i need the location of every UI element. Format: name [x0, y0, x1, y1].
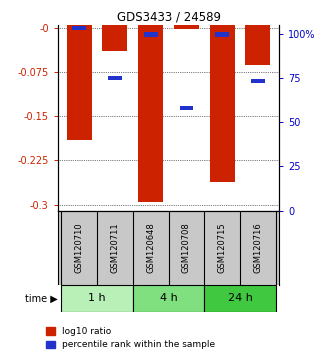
Text: GSM120708: GSM120708 — [182, 222, 191, 273]
Bar — [215, 33, 229, 36]
Text: 1 h: 1 h — [88, 293, 106, 303]
Title: GDS3433 / 24589: GDS3433 / 24589 — [117, 11, 221, 24]
Text: 4 h: 4 h — [160, 293, 178, 303]
Text: GSM120716: GSM120716 — [253, 222, 262, 273]
Bar — [61, 285, 133, 312]
Bar — [108, 76, 122, 80]
Bar — [174, 25, 199, 29]
Bar — [245, 25, 270, 65]
Bar — [138, 25, 163, 202]
Text: time ▶: time ▶ — [25, 293, 58, 303]
Text: GSM120715: GSM120715 — [218, 222, 227, 273]
Text: GSM120648: GSM120648 — [146, 222, 155, 273]
Text: GSM120710: GSM120710 — [75, 222, 84, 273]
Bar — [179, 106, 193, 110]
Bar — [102, 25, 127, 51]
Bar — [133, 285, 204, 312]
Text: GSM120711: GSM120711 — [110, 222, 119, 273]
Text: 24 h: 24 h — [228, 293, 252, 303]
Bar — [67, 25, 92, 140]
Bar — [144, 33, 158, 36]
Legend: log10 ratio, percentile rank within the sample: log10 ratio, percentile rank within the … — [46, 327, 216, 349]
Bar — [210, 25, 235, 182]
Bar — [72, 26, 86, 30]
Bar — [251, 79, 265, 84]
Bar — [204, 285, 276, 312]
